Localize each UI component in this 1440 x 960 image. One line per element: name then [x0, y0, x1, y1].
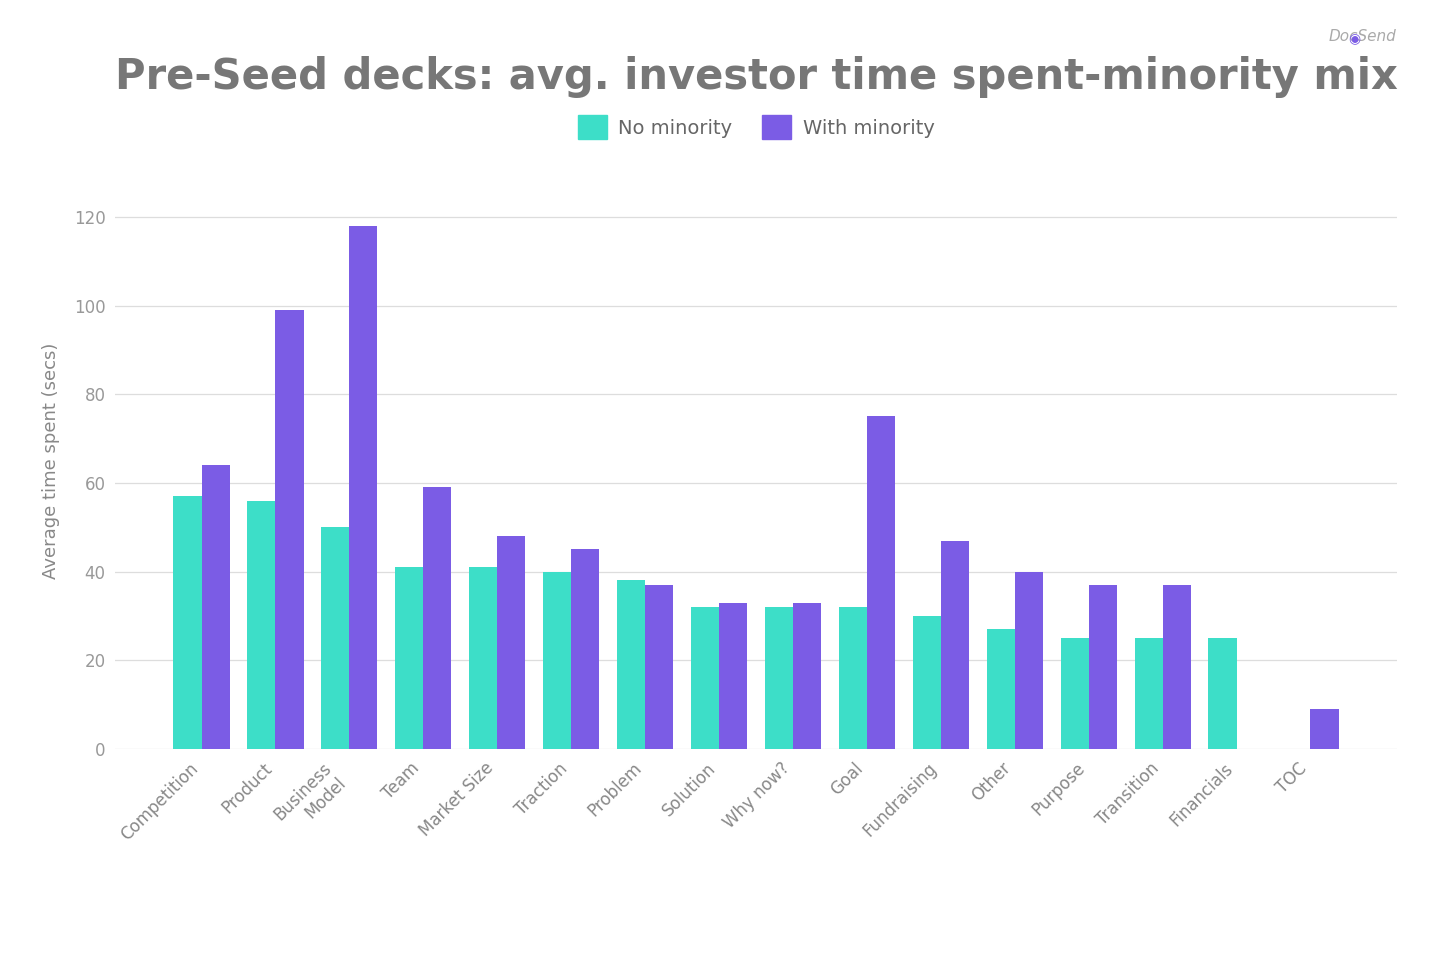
Bar: [423, 488, 451, 749]
Bar: [395, 567, 423, 749]
Bar: [321, 527, 350, 749]
Title: Pre-Seed decks: avg. investor time spent-minority mix: Pre-Seed decks: avg. investor time spent…: [115, 57, 1397, 99]
Legend: No minority, With minority: No minority, With minority: [570, 108, 942, 147]
Bar: [469, 567, 497, 749]
Bar: [497, 536, 526, 749]
Bar: [691, 607, 719, 749]
Bar: [248, 501, 275, 749]
Bar: [719, 603, 747, 749]
Bar: [173, 496, 202, 749]
Bar: [1310, 708, 1339, 749]
Bar: [202, 466, 229, 749]
Bar: [793, 603, 821, 749]
Bar: [543, 571, 572, 749]
Bar: [1208, 638, 1237, 749]
Bar: [1015, 571, 1043, 749]
Bar: [838, 607, 867, 749]
Bar: [572, 549, 599, 749]
Y-axis label: Average time spent (secs): Average time spent (secs): [42, 343, 60, 579]
Text: DocSend: DocSend: [1329, 29, 1397, 44]
Bar: [765, 607, 793, 749]
Text: ◉: ◉: [1349, 31, 1361, 45]
Bar: [616, 581, 645, 749]
Bar: [350, 226, 377, 749]
Bar: [913, 616, 940, 749]
Bar: [275, 310, 304, 749]
Bar: [867, 417, 896, 749]
Bar: [940, 540, 969, 749]
Bar: [1135, 638, 1162, 749]
Bar: [1089, 585, 1117, 749]
Bar: [986, 629, 1015, 749]
Bar: [1061, 638, 1089, 749]
Bar: [645, 585, 674, 749]
Bar: [1162, 585, 1191, 749]
